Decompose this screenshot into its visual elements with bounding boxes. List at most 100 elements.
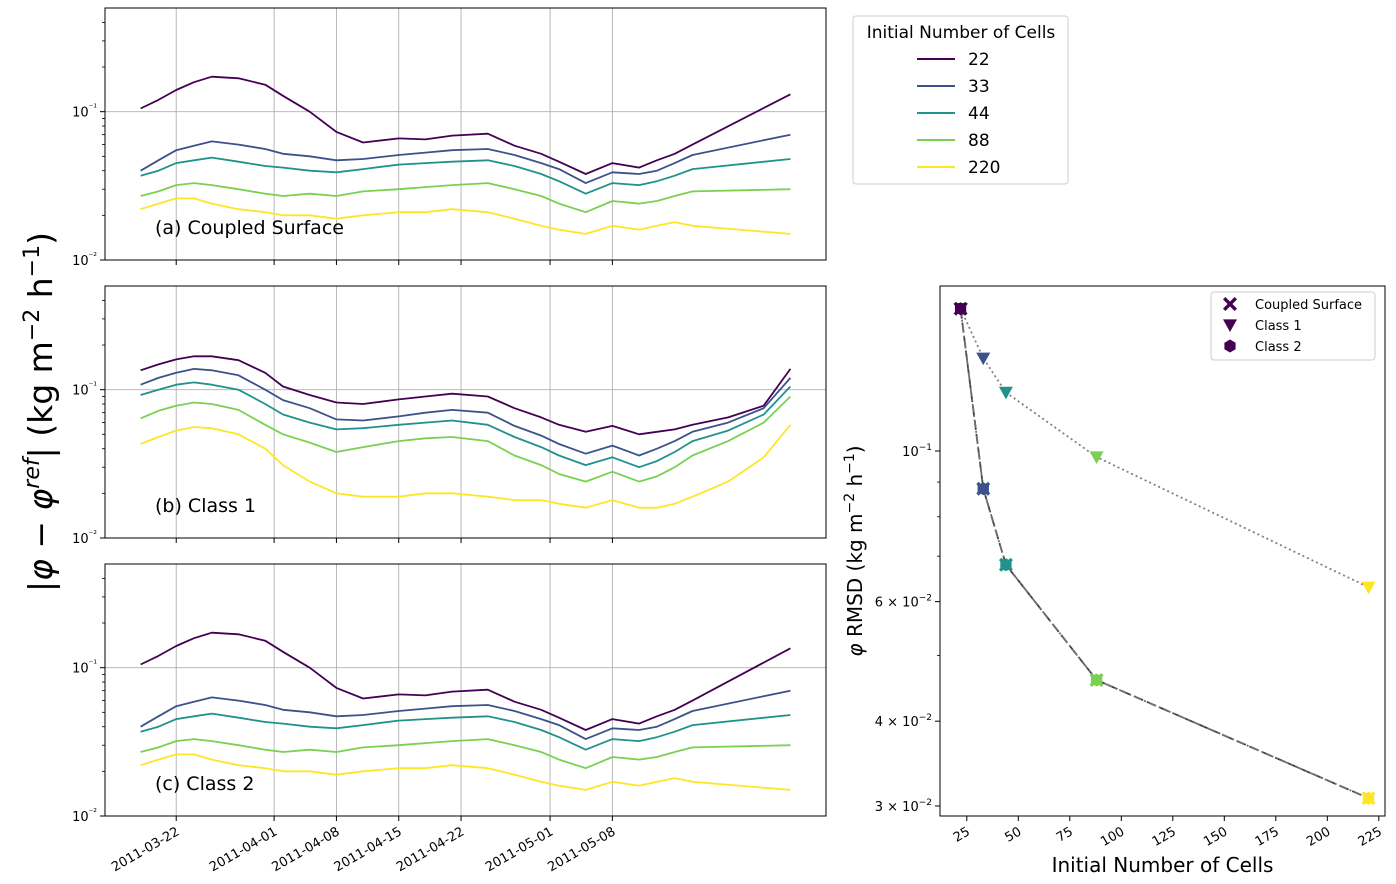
panel-title: (c) Class 2	[155, 773, 254, 795]
y-tick-label-exponent: ⁻¹	[89, 660, 98, 670]
panel-title: (a) Coupled Surface	[155, 217, 344, 239]
rmsd-y-tick-label-base: 10	[902, 596, 919, 611]
rmsd-y-tick-label-mantissa: 3 ×	[875, 800, 902, 815]
cells-legend-frame	[852, 15, 1069, 185]
rmsd-legend-marker-class-2	[1224, 339, 1236, 353]
y-tick-label-base: 10	[72, 384, 89, 399]
rmsd-marker-class-1	[976, 352, 991, 366]
series-line-33	[140, 689, 791, 740]
rmsd-legend-label-class-1: Class 1	[1255, 319, 1302, 334]
panel-class-1: 10⁻²10⁻¹(b) Class 1	[72, 285, 827, 547]
rmsd-y-tick-label: 10−1	[902, 443, 932, 460]
legend-label-33: 33	[968, 77, 990, 97]
y-tick-label: 10⁻¹	[72, 660, 97, 677]
x-tick-label: 2011-04-22	[394, 824, 467, 875]
rmsd-y-tick-label: 6 × 10−2	[875, 594, 932, 611]
x-tick-label: 2011-04-08	[269, 824, 342, 875]
panel-title: (b) Class 1	[155, 495, 256, 517]
y-tick-label-base: 10	[72, 106, 89, 121]
panel-coupled-surface: 10⁻²10⁻¹(a) Coupled Surface	[72, 7, 827, 269]
y-tick-label-exponent: ⁻²	[89, 252, 98, 262]
rmsd-y-label-exp2: −1	[842, 453, 858, 474]
x-tick-label: 2011-04-01	[207, 824, 280, 875]
x-tick-label: 2011-03-22	[109, 824, 182, 875]
rmsd-x-tick-label: 25	[951, 824, 973, 845]
rmsd-y-tick-label-base: 10	[902, 445, 919, 460]
legend-label-22: 22	[968, 50, 990, 70]
rmsd-legend-frame	[1210, 291, 1376, 361]
rmsd-x-tick-label: 225	[1356, 824, 1385, 849]
axes-frame	[104, 285, 827, 539]
rmsd-y-axis-label: φ RMSD (kg m−2 h−1)	[842, 445, 867, 656]
rmsd-marker-class-1	[998, 386, 1013, 400]
rmsd-marker-class-2	[1000, 558, 1012, 572]
shared-y-axis-label: |φ − φref| (kg m−2 h−1)	[20, 232, 60, 592]
rmsd-x-tick-label: 50	[1002, 824, 1024, 845]
y-tick-label: 10⁻²	[72, 252, 97, 269]
y-tick-label-exponent: ⁻²	[89, 530, 98, 540]
series-line-88	[140, 182, 791, 214]
series-line-22	[140, 355, 792, 436]
series-line-33	[140, 133, 791, 184]
rmsd-y-label-text: RMSD (kg m	[843, 514, 867, 644]
rmsd-x-axis-label: Initial Number of Cells	[1052, 853, 1274, 877]
rmsd-y-label-end: )	[843, 445, 867, 453]
series-line-22	[140, 75, 791, 175]
rmsd-y-tick-label-exponent: −2	[919, 594, 932, 604]
rmsd-legend-label-class-2: Class 2	[1255, 340, 1302, 355]
series-line-22	[140, 631, 791, 731]
rmsd-y-label-mid: h	[843, 474, 867, 493]
rmsd-marker-class-2	[977, 482, 989, 496]
y-tick-label-base: 10	[72, 810, 89, 825]
x-tick-label: 2011-05-08	[545, 824, 618, 875]
rmsd-marker-class-1	[1089, 451, 1104, 464]
rmsd-x-tick-label: 75	[1054, 824, 1076, 845]
rmsd-legend-label-coupled-surface: Coupled Surface	[1255, 298, 1362, 313]
rmsd-y-tick-label-mantissa: 4 ×	[875, 715, 902, 730]
rmsd-x-tick-label: 150	[1201, 824, 1230, 849]
rmsd-y-label-exp1: −2	[842, 493, 858, 514]
axes-frame	[104, 7, 827, 261]
y-tick-label-exponent: ⁻²	[89, 808, 98, 818]
rmsd-y-tick-label-mantissa: 6 ×	[875, 596, 902, 611]
rmsd-x-tick-label: 175	[1253, 824, 1282, 849]
rmsd-legend-marker-class-1	[1223, 319, 1237, 332]
y-tick-label: 10⁻²	[72, 530, 97, 547]
rmsd-y-tick-label: 3 × 10−2	[875, 798, 932, 815]
legend-label-220: 220	[968, 158, 1000, 178]
rmsd-y-tick-label-exponent: −2	[919, 713, 932, 723]
rmsd-y-tick-label-base: 10	[902, 800, 919, 815]
y-tick-label: 10⁻²	[72, 808, 97, 825]
series-line-44	[140, 381, 792, 469]
rmsd-y-tick-label-base: 10	[902, 715, 919, 730]
rmsd-marker-class-2	[1090, 673, 1103, 687]
axes-frame	[104, 563, 827, 817]
rmsd-y-tick-label-exponent: −2	[919, 798, 932, 808]
rmsd-x-tick-label: 200	[1304, 824, 1333, 849]
y-tick-label-exponent: ⁻¹	[89, 104, 98, 114]
rmsd-panel: 25 50 75 100 125 150 175 200 225 Initial Number o…	[842, 285, 1386, 877]
rmsd-y-tick-label: 4 × 10−2	[875, 713, 932, 730]
series-line-44	[140, 156, 791, 195]
rmsd-y-tick-label-exponent: −1	[919, 443, 932, 453]
y-tick-label-base: 10	[72, 532, 89, 547]
rmsd-legend-marker-coupled-surface	[1223, 297, 1237, 311]
series-line-88	[140, 395, 792, 483]
plot-area	[105, 286, 826, 538]
y-tick-label-exponent: ⁻¹	[89, 382, 98, 392]
cells-legend-title: Initial Number of Cells	[867, 23, 1056, 43]
cells-legend: Initial Number of Cells 22 33 44 88 220	[852, 15, 1069, 185]
x-tick-label: 2011-04-15	[332, 824, 405, 875]
rmsd-x-tick-label: 100	[1098, 824, 1127, 849]
series-line-88	[140, 738, 791, 770]
rmsd-x-tick-label: 125	[1150, 824, 1179, 849]
series-line-220	[140, 753, 791, 791]
y-tick-label-base: 10	[72, 254, 89, 269]
rmsd-legend: Coupled Surface Class 1 Class 2	[1210, 291, 1376, 361]
y-tick-label: 10⁻¹	[72, 104, 97, 121]
y-tick-label: 10⁻¹	[72, 382, 97, 399]
legend-label-88: 88	[968, 131, 990, 151]
rmsd-marker-class-1	[1361, 581, 1376, 595]
rmsd-y-label-phi: φ	[843, 643, 867, 656]
